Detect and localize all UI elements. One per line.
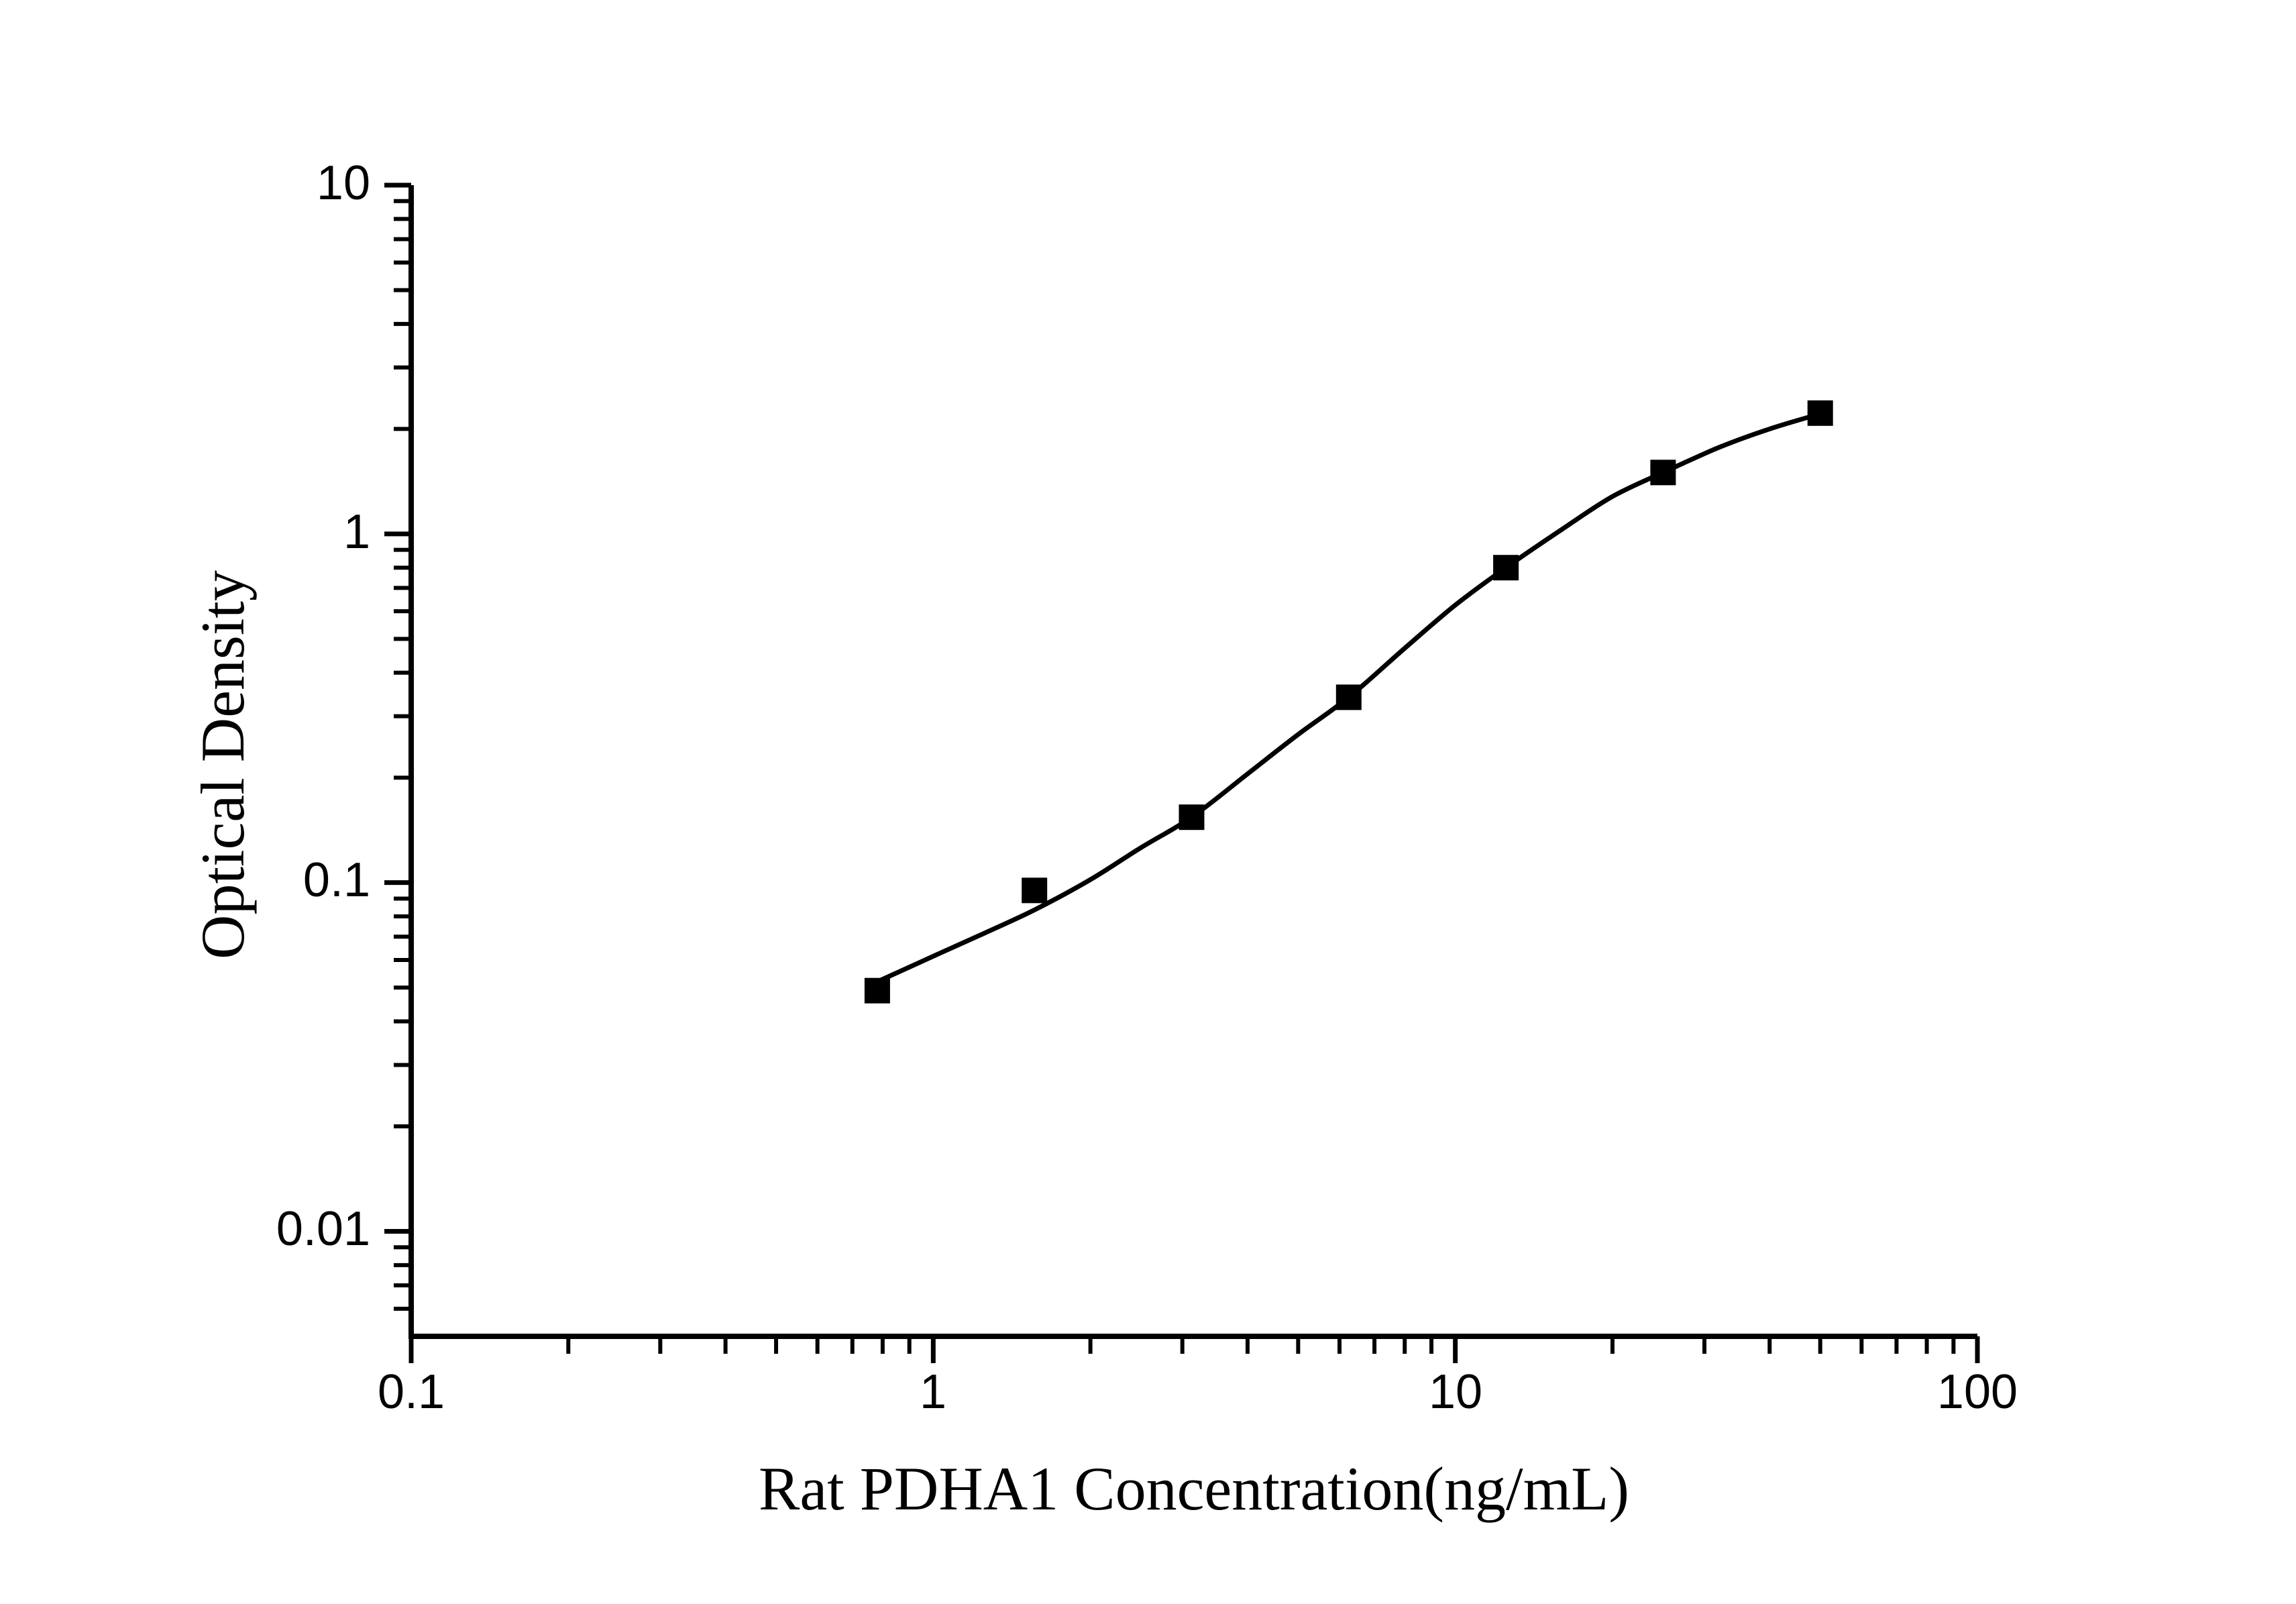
x-tick-label-100: 100 (1936, 1365, 2018, 1419)
y-tick-label-0-1: 0.1 (303, 853, 370, 907)
data-point-marker (1022, 877, 1048, 904)
y-tick-label-1: 1 (343, 505, 370, 559)
data-point-marker (1179, 804, 1205, 831)
data-point-marker (1807, 400, 1833, 426)
x-axis-title: Rat PDHA1 Concentration(ng/mL) (758, 1454, 1630, 1523)
data-point-marker (1335, 684, 1362, 710)
data-point-marker (1650, 460, 1676, 486)
x-tick-label-1: 1 (919, 1365, 947, 1419)
y-axis-title: Optical Density (188, 570, 257, 959)
y-tick-label-0-01: 0.01 (276, 1202, 370, 1256)
data-point-marker (864, 977, 890, 1004)
x-tick-label-0-1: 0.1 (377, 1365, 445, 1419)
x-tick-label-10: 10 (1428, 1365, 1483, 1419)
y-tick-label-10: 10 (316, 156, 370, 210)
data-point-marker (1493, 555, 1519, 581)
